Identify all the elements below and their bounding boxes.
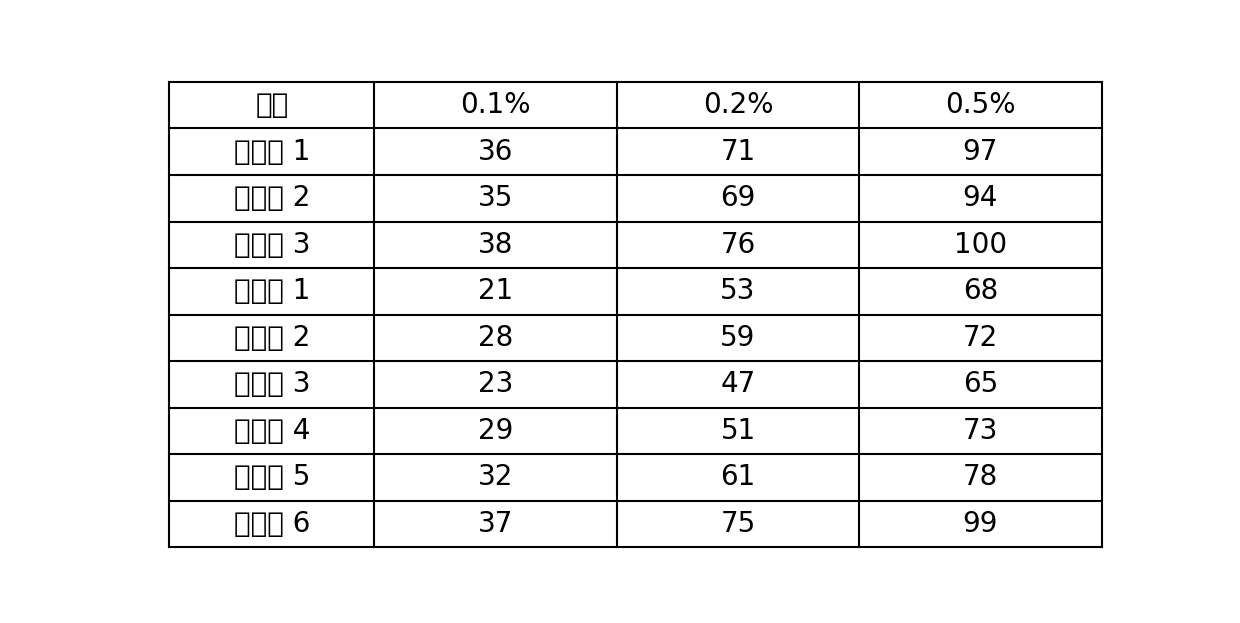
Text: 68: 68 <box>962 277 998 305</box>
Text: 97: 97 <box>962 138 998 166</box>
Text: 0.5%: 0.5% <box>945 91 1016 119</box>
Text: 94: 94 <box>962 184 998 212</box>
Text: 75: 75 <box>720 510 755 538</box>
Text: 对比例 4: 对比例 4 <box>234 417 310 445</box>
Text: 21: 21 <box>479 277 513 305</box>
Text: 72: 72 <box>962 324 998 352</box>
Text: 0.1%: 0.1% <box>460 91 531 119</box>
Text: 32: 32 <box>477 464 513 492</box>
Text: 28: 28 <box>479 324 513 352</box>
Text: 23: 23 <box>477 371 513 399</box>
Text: 65: 65 <box>962 371 998 399</box>
Text: 47: 47 <box>720 371 755 399</box>
Text: 对比例 6: 对比例 6 <box>234 510 310 538</box>
Text: 实施例 3: 实施例 3 <box>233 231 310 259</box>
Text: 组别: 组别 <box>255 91 289 119</box>
Text: 38: 38 <box>477 231 513 259</box>
Text: 37: 37 <box>477 510 513 538</box>
Text: 对比例 3: 对比例 3 <box>233 371 310 399</box>
Text: 53: 53 <box>720 277 755 305</box>
Text: 实施例 2: 实施例 2 <box>234 184 310 212</box>
Text: 76: 76 <box>720 231 755 259</box>
Text: 99: 99 <box>962 510 998 538</box>
Text: 对比例 2: 对比例 2 <box>234 324 310 352</box>
Text: 对比例 5: 对比例 5 <box>234 464 310 492</box>
Text: 100: 100 <box>954 231 1007 259</box>
Text: 71: 71 <box>720 138 755 166</box>
Text: 35: 35 <box>477 184 513 212</box>
Text: 59: 59 <box>720 324 755 352</box>
Text: 61: 61 <box>720 464 755 492</box>
Text: 0.2%: 0.2% <box>703 91 774 119</box>
Text: 29: 29 <box>477 417 513 445</box>
Text: 实施例 1: 实施例 1 <box>234 138 310 166</box>
Text: 69: 69 <box>720 184 755 212</box>
Text: 78: 78 <box>962 464 998 492</box>
Text: 51: 51 <box>720 417 755 445</box>
Text: 73: 73 <box>962 417 998 445</box>
Text: 36: 36 <box>477 138 513 166</box>
Text: 对比例 1: 对比例 1 <box>234 277 310 305</box>
